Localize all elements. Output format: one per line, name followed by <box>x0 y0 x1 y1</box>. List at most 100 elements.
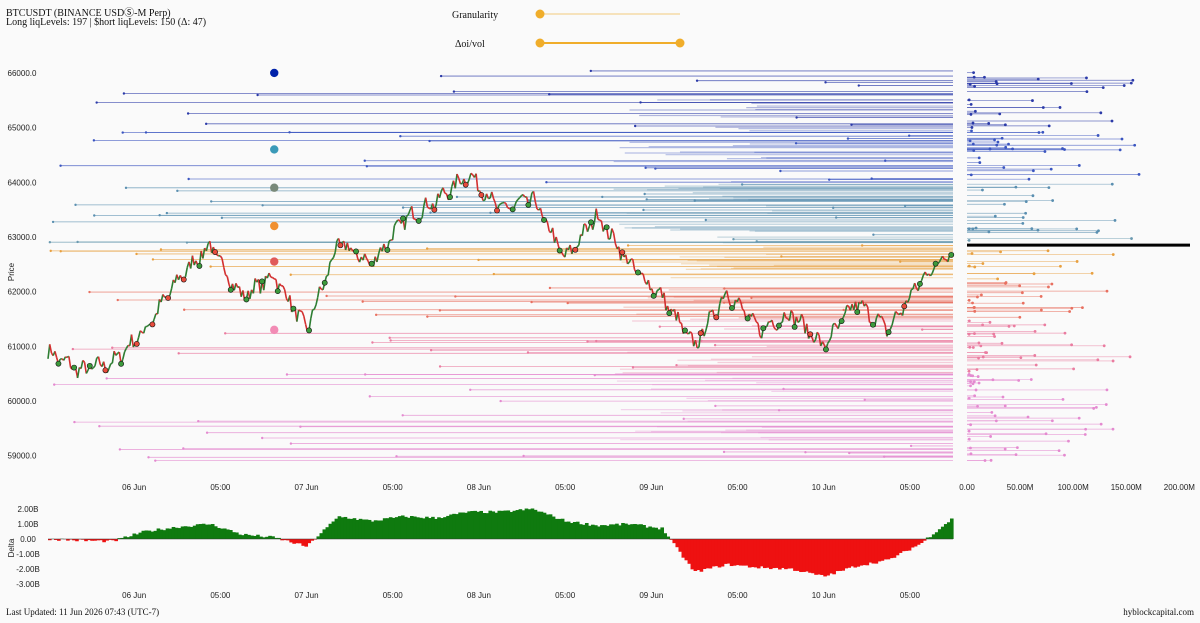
buy-marker <box>885 329 892 336</box>
price-segment <box>111 351 115 364</box>
delta-negative-bar <box>69 539 73 540</box>
slider-controls[interactable] <box>535 9 685 48</box>
delta-negative-bar <box>301 539 306 546</box>
brand-link[interactable]: hyblockcapital.com <box>1123 607 1194 617</box>
delta-area <box>48 508 954 577</box>
liq-volume-dot <box>1021 216 1025 219</box>
buy-marker <box>588 219 594 226</box>
price-segment <box>503 201 506 204</box>
liq-volume-dot <box>1099 111 1103 115</box>
liq-level-origin <box>633 124 637 128</box>
delta-x-tick-label: 05:00 <box>555 591 576 600</box>
liq-level-origin <box>921 328 924 331</box>
price-segment <box>612 233 617 244</box>
liq-volume-dot <box>1004 282 1007 285</box>
liq-level-origin <box>363 159 366 162</box>
liq-level-origin <box>144 131 148 134</box>
price-segment <box>865 303 869 308</box>
delta-negative-bar <box>874 539 879 564</box>
price-segment <box>477 189 480 192</box>
delta-negative-bar <box>304 539 309 547</box>
price-segment <box>216 254 220 257</box>
delta-positive-bar <box>545 514 550 539</box>
liq-level-origin <box>388 336 391 340</box>
liq-volume-dot <box>969 446 972 450</box>
delta-positive-bar <box>222 528 227 539</box>
hist-tick-label: 0.00 <box>959 483 975 492</box>
liq-volume-dot <box>967 238 971 242</box>
delta-positive-bar <box>524 508 529 539</box>
price-segment <box>327 262 331 276</box>
price-segment <box>393 221 397 227</box>
price-segment <box>609 228 613 239</box>
price-segment <box>534 201 538 210</box>
liq-volume-dot <box>1085 90 1089 93</box>
liq-level-origin <box>177 352 180 355</box>
delta-negative-bar <box>105 539 109 541</box>
liq-level-origin <box>288 131 291 134</box>
liq-level-origin <box>714 404 717 408</box>
delta-negative-bar <box>72 539 76 541</box>
liq-level-origin <box>111 346 114 349</box>
delta-negative-bar <box>714 539 719 567</box>
delta-positive-bar <box>232 532 236 539</box>
last-updated: Last Updated: 11 Jun 2026 07:43 (UTC-7) <box>6 607 160 617</box>
delta-positive-bar <box>527 509 532 539</box>
price-segment <box>813 339 817 343</box>
buy-marker <box>776 322 782 329</box>
delta-negative-bar <box>880 539 885 561</box>
price-liq-levels <box>48 69 953 462</box>
price-segment <box>169 288 173 296</box>
price-segment <box>641 272 644 275</box>
liq-level-origin <box>740 183 744 186</box>
delta-positive-bar <box>379 520 384 539</box>
delta-tick-label: -3.00B <box>16 580 40 589</box>
price-segment <box>410 206 415 220</box>
liq-level-origin <box>368 395 372 398</box>
delta-positive-bar <box>213 526 218 539</box>
price-tick-label: 59000.0 <box>8 452 37 461</box>
delta-negative-bar <box>87 539 91 541</box>
liq-volume-dot <box>974 388 978 392</box>
delta-positive-bar <box>612 524 616 539</box>
delta-positive-bar <box>225 529 230 539</box>
delta-negative-bar <box>81 539 85 540</box>
liq-volume-dot <box>1018 315 1022 319</box>
sell-marker <box>149 321 156 328</box>
buy-marker <box>400 215 406 222</box>
price-segment <box>920 274 925 281</box>
liq-volume-dot <box>967 429 971 433</box>
liq-level-origin <box>755 240 758 243</box>
price-segment <box>625 254 629 265</box>
buy-marker <box>415 218 422 224</box>
delta-positive-bar <box>322 529 327 539</box>
liq-volume-dot <box>1021 221 1025 225</box>
liq-level-origin <box>182 447 185 450</box>
liq-volume-dot <box>967 369 971 373</box>
delta-x-tick-label: 08 Jun <box>467 591 491 600</box>
price-segment <box>94 358 98 367</box>
liq-volume-dot <box>1101 86 1105 90</box>
sell-marker <box>619 249 626 256</box>
liq-volume-dot <box>996 277 1000 281</box>
delta-negative-bar <box>799 539 803 573</box>
liq-volume-dot <box>1032 272 1036 276</box>
delta-negative-bar <box>898 539 903 553</box>
liq-level-origin <box>899 260 902 263</box>
price-segment <box>318 286 322 290</box>
delta-negative-bar <box>886 539 891 560</box>
delta-positive-bar <box>542 512 547 539</box>
delta-positive-bar <box>449 514 453 539</box>
liq-volume-dot <box>1130 237 1133 240</box>
delta-positive-bar <box>518 509 523 539</box>
delta-negative-bar <box>696 539 701 571</box>
liq-level-origin <box>777 409 781 412</box>
delta-negative-bar <box>747 539 752 568</box>
price-segment <box>303 315 307 325</box>
liq-volume-dot <box>967 319 971 323</box>
price-segment <box>485 193 490 199</box>
price-segment <box>139 330 143 333</box>
delta-positive-bar <box>183 526 188 539</box>
delta-positive-bar <box>388 517 393 539</box>
delta-positive-bar <box>400 515 405 539</box>
